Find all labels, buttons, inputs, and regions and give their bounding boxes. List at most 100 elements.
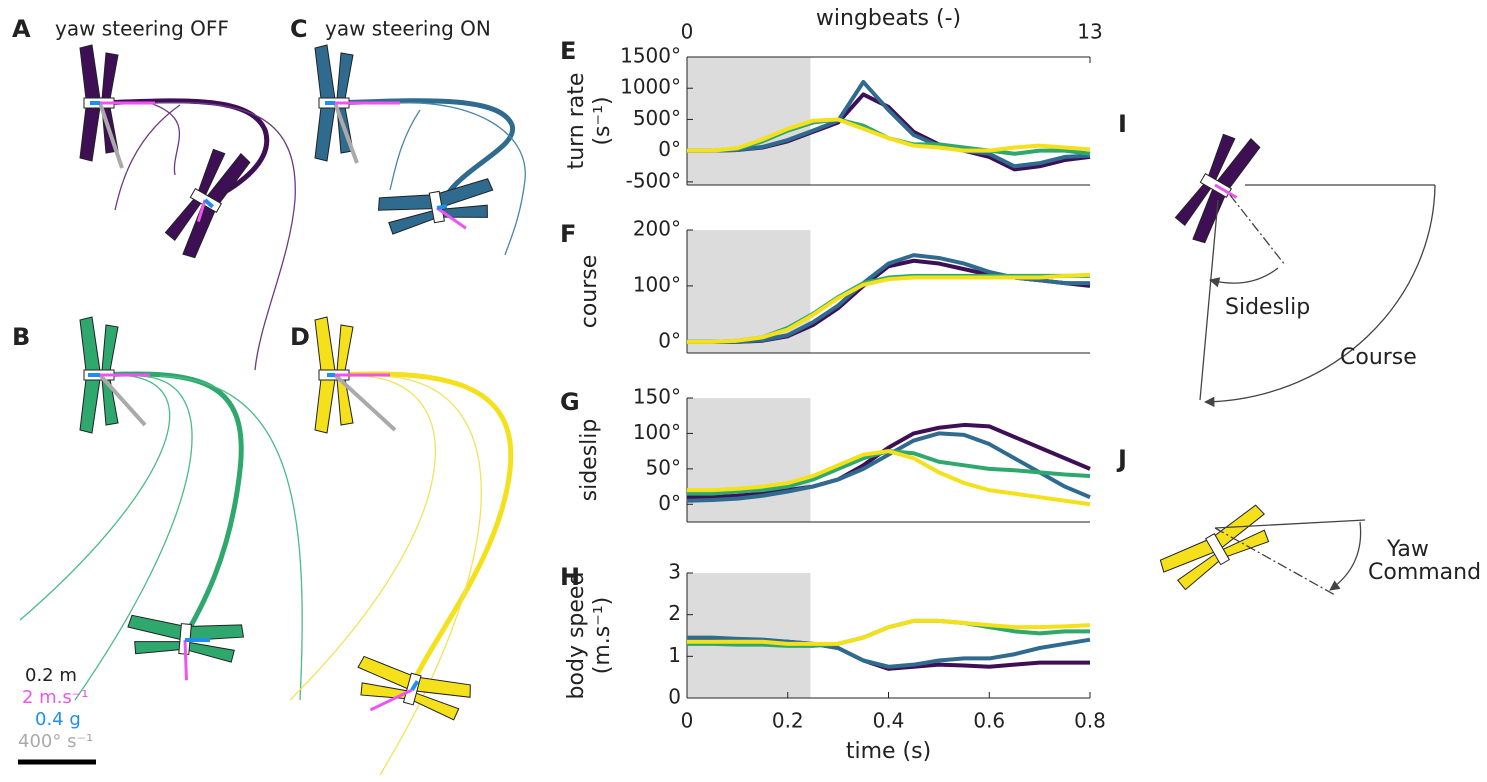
arrow xyxy=(203,198,214,209)
wing xyxy=(336,52,354,100)
series-line xyxy=(686,431,1091,503)
trajectory xyxy=(99,371,244,647)
dragonflies xyxy=(79,44,1270,721)
series-line xyxy=(687,117,1091,153)
trajectory xyxy=(19,374,171,621)
y-axis-label: turn rate xyxy=(564,73,589,170)
y-axis-label: sideslip xyxy=(577,419,602,502)
panel-letter: B xyxy=(12,323,30,351)
x-tick-label: 0 xyxy=(681,709,694,733)
series-line xyxy=(687,272,1091,344)
x-tick-label: 0.4 xyxy=(873,709,905,733)
wing xyxy=(336,324,354,372)
dragonfly xyxy=(314,44,400,164)
dragonfly xyxy=(79,316,150,434)
arrow xyxy=(98,373,147,427)
dragonfly xyxy=(1174,133,1261,244)
arrow xyxy=(196,199,207,222)
y-axis-label: course xyxy=(577,255,602,329)
arrow xyxy=(410,680,420,692)
wing xyxy=(134,641,182,655)
trajectory xyxy=(114,104,181,211)
y-axis-label: (s⁻¹) xyxy=(590,96,615,145)
panel-letter: G xyxy=(560,388,580,416)
x-tick-label: 0.6 xyxy=(973,709,1005,733)
y-tick-label: 100° xyxy=(633,420,681,444)
wing xyxy=(127,614,183,641)
arrow xyxy=(184,638,211,643)
trajectory xyxy=(149,102,181,176)
dragonfly xyxy=(164,148,251,259)
dragonfly xyxy=(79,44,155,169)
y-tick-label: 0° xyxy=(658,491,681,515)
panel-letter: C xyxy=(290,15,308,43)
y-tick-label: 200° xyxy=(633,217,681,241)
panel-letter: H xyxy=(560,563,580,591)
arrow xyxy=(98,102,124,169)
trajectory xyxy=(334,371,514,691)
x-tick-label: 0.2 xyxy=(772,709,804,733)
x2-tick-label: 13 xyxy=(1077,20,1102,44)
series-line xyxy=(687,79,1091,169)
x2-tick-label: 0 xyxy=(681,20,694,44)
trajectory xyxy=(99,98,270,203)
series-line xyxy=(687,449,1091,507)
wing xyxy=(79,316,101,372)
arrow xyxy=(333,102,359,164)
shaded-region xyxy=(687,573,811,698)
shaded-region xyxy=(687,398,811,522)
y-tick-label: 500° xyxy=(633,106,681,130)
angle-label: Command xyxy=(1368,560,1481,585)
trajectory xyxy=(74,375,193,701)
panel-letter: F xyxy=(560,220,576,248)
dragonfly xyxy=(357,655,471,721)
body xyxy=(1204,532,1231,566)
trajectory xyxy=(159,375,303,701)
series-line xyxy=(687,635,1091,669)
scale-label: 0.4 g xyxy=(35,709,81,730)
wing xyxy=(101,52,119,100)
arrow xyxy=(369,688,413,712)
trajectory xyxy=(379,375,482,776)
y-tick-label: 150° xyxy=(633,385,681,409)
angle-diagram xyxy=(1214,519,1366,596)
wing xyxy=(314,106,336,162)
angle-label: Course xyxy=(1340,345,1417,370)
wing xyxy=(314,378,336,434)
dragonfly xyxy=(1159,504,1270,591)
y-tick-label: 3 xyxy=(668,560,681,584)
x-axis-label: time (s) xyxy=(846,739,931,764)
angle-label: Sideslip xyxy=(1225,295,1310,320)
wing xyxy=(79,106,101,162)
y-tick-label: 100° xyxy=(633,272,681,296)
y-tick-label: 1 xyxy=(668,643,681,667)
trajectory xyxy=(334,98,515,211)
wing xyxy=(79,378,101,434)
wing xyxy=(79,44,101,100)
wing xyxy=(187,641,235,663)
panel-letter: I xyxy=(1118,110,1127,138)
dragonfly xyxy=(127,614,245,681)
dragonfly xyxy=(314,316,397,434)
x-tick-label: 0.8 xyxy=(1074,709,1106,733)
y-tick-label: 2 xyxy=(668,601,681,625)
wing xyxy=(101,324,119,372)
scale-label: 400° s⁻¹ xyxy=(18,731,93,752)
trajectory xyxy=(389,109,421,191)
panel-letter: A xyxy=(12,15,31,43)
series-line xyxy=(687,618,1091,646)
scale-label: 0.2 m xyxy=(25,665,77,686)
y-tick-label: 50° xyxy=(646,455,681,479)
shaded-region xyxy=(687,57,811,185)
y-axis-label: (m.s⁻¹) xyxy=(590,597,615,674)
y-tick-label: 1500° xyxy=(620,44,681,68)
arrow xyxy=(1214,183,1238,199)
angle-label: Yaw xyxy=(1386,537,1429,562)
trajectory xyxy=(149,101,296,371)
y-axis-label: body speed xyxy=(564,572,589,700)
